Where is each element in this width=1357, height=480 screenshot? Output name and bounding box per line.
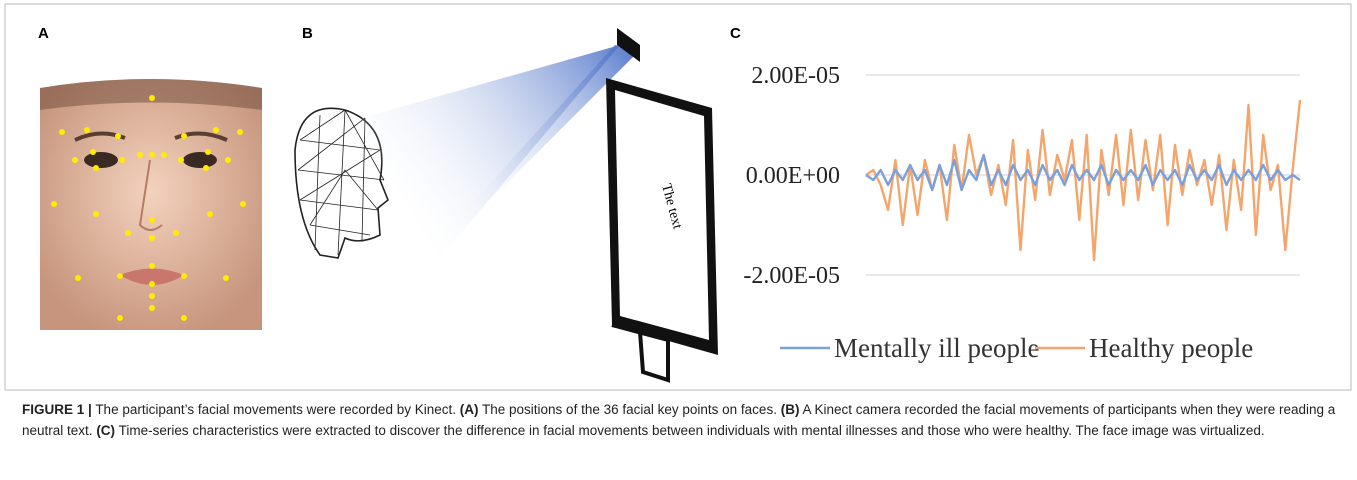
tablet: The text — [606, 28, 718, 383]
y-tick-label: 2.00E-05 — [751, 63, 840, 89]
caption-item-label: (C) — [96, 422, 116, 438]
figure-label: FIGURE 1 | — [22, 402, 92, 417]
caption-item: A Kinect camera recorded the facial move… — [22, 402, 1336, 438]
caption-item-label: (A) — [459, 402, 479, 417]
caption-closing: The face image was virtualized. — [1075, 422, 1265, 438]
caption-item: The positions of the 36 facial key point… — [482, 402, 777, 417]
legend-label: Mentally ill people — [834, 333, 1039, 363]
y-tick-label: -2.00E-05 — [743, 263, 840, 289]
panel-label: A — [38, 25, 49, 42]
caption-item: Time-series characteristics were extract… — [118, 422, 1073, 438]
caption: FIGURE 1 | The participant’s facial move… — [22, 400, 1337, 441]
series-line — [865, 153, 1301, 192]
series-line — [865, 99, 1302, 262]
legend-label: Healthy people — [1089, 333, 1253, 363]
panel-label: B — [302, 25, 313, 42]
camera-beam — [355, 45, 620, 258]
face — [40, 79, 262, 330]
panel-label: C — [730, 25, 741, 42]
frame — [4, 3, 1352, 391]
wireframe-head — [294, 107, 389, 259]
caption-text: The participant’s facial movements were … — [95, 402, 456, 417]
caption-item-label: (B) — [780, 402, 800, 417]
figure: A B C The text -2.00E-050. — [4, 3, 1352, 391]
chart: -2.00E-05 0.00E+00 2.00E-05 Mentally ill pe… — [743, 63, 1302, 363]
y-tick-label: 0.00E+00 — [746, 163, 840, 189]
